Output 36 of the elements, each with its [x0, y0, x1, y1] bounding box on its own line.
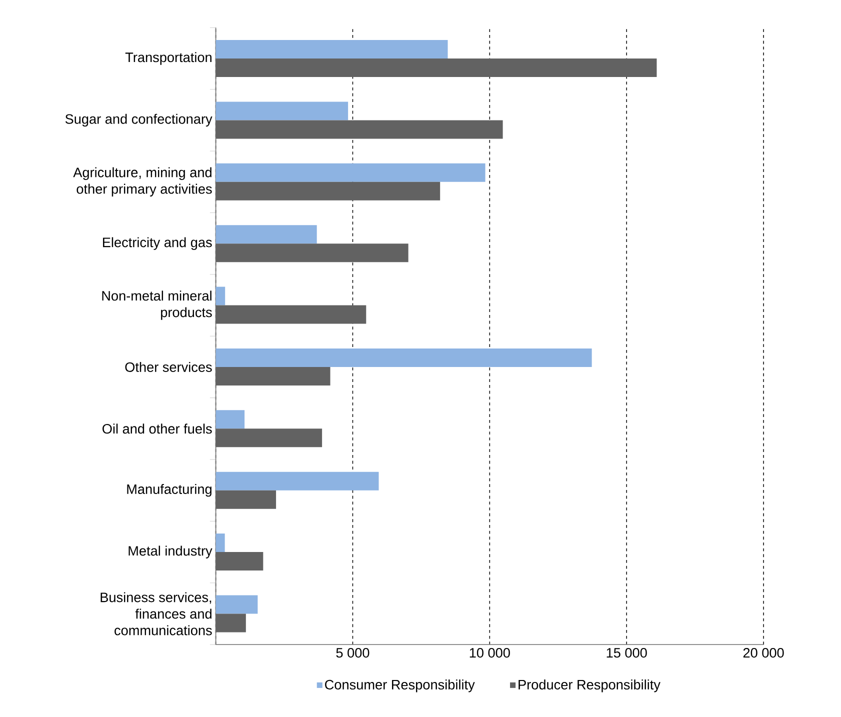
bar	[216, 348, 592, 368]
bar	[216, 244, 408, 262]
bar	[216, 40, 448, 59]
x-tick-label: 20 000	[743, 648, 784, 658]
y-tick-label: Electricity and gas	[103, 237, 212, 250]
bar	[216, 164, 486, 182]
y-tick-label: Manufacturing	[127, 484, 212, 497]
bar	[216, 306, 366, 324]
bar	[216, 102, 348, 120]
bar	[216, 614, 246, 632]
bar	[216, 58, 657, 78]
y-tick-label: Non-metal mineral products	[102, 290, 212, 320]
legend-label: Consumer Responsibility	[325, 680, 475, 692]
y-tick-label: Agriculture, mining and other primary activities	[73, 168, 212, 197]
bar	[216, 595, 258, 614]
legend-label: Producer Responsibility	[518, 680, 660, 692]
x-tick-label: 15 000	[606, 648, 647, 658]
bar	[216, 225, 317, 244]
bar	[216, 552, 264, 571]
bar	[216, 182, 440, 201]
y-tick-label: Business services, finances and communications	[100, 592, 212, 636]
bar	[216, 120, 503, 139]
bar	[216, 490, 276, 510]
y-tick-label: Metal industry	[128, 546, 212, 559]
bar	[216, 534, 225, 552]
y-tick-label: Other services	[125, 362, 212, 372]
bar	[216, 410, 245, 429]
x-tick-label: 5 000	[336, 648, 370, 658]
y-tick-label: Oil and other fuels	[102, 424, 212, 434]
bar	[216, 472, 379, 491]
bar	[216, 287, 226, 306]
y-tick-label: Transportation	[125, 52, 212, 66]
y-tick-label: Sugar and confectionary	[65, 114, 212, 127]
bar	[216, 367, 330, 386]
x-tick-label: 10 000	[470, 648, 510, 658]
bar	[216, 428, 322, 448]
